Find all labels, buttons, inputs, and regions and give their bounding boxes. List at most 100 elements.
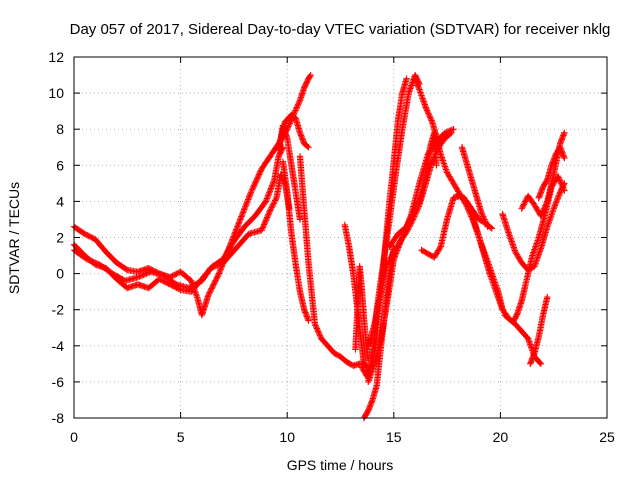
data-point bbox=[244, 196, 252, 203]
data-point bbox=[266, 188, 274, 195]
data-point bbox=[482, 219, 489, 226]
data-point bbox=[215, 261, 223, 268]
data-point bbox=[212, 262, 220, 269]
data-point bbox=[520, 201, 528, 208]
data-point bbox=[292, 105, 300, 113]
data-point bbox=[411, 206, 419, 214]
data-point bbox=[249, 186, 256, 193]
y-tick-labels: -8 -6 -4 -2 0 2 4 6 8 10 12 bbox=[48, 49, 64, 426]
data-point bbox=[251, 180, 258, 188]
data-point bbox=[479, 211, 486, 219]
data-point bbox=[360, 360, 368, 368]
data-point bbox=[268, 182, 276, 189]
data-point bbox=[265, 190, 272, 198]
data-point bbox=[553, 196, 561, 203]
data-point bbox=[261, 219, 268, 227]
data-point bbox=[262, 218, 269, 225]
data-point bbox=[385, 258, 393, 265]
data-point bbox=[551, 202, 559, 209]
data-point bbox=[241, 206, 248, 213]
data-point bbox=[389, 251, 396, 258]
data-point bbox=[307, 71, 314, 79]
data-point bbox=[243, 199, 251, 206]
data-point bbox=[557, 178, 564, 186]
data-point bbox=[239, 210, 246, 217]
data-point bbox=[518, 205, 525, 212]
data-point bbox=[89, 258, 96, 265]
data-point bbox=[479, 213, 487, 220]
data-point bbox=[271, 197, 279, 204]
data-point bbox=[425, 110, 432, 117]
data-point bbox=[94, 260, 102, 268]
data-point bbox=[92, 259, 99, 266]
data-point bbox=[267, 205, 275, 213]
data-point bbox=[83, 255, 90, 263]
data-point bbox=[255, 171, 263, 178]
data-point bbox=[264, 193, 271, 201]
data-point bbox=[384, 259, 392, 267]
data-point bbox=[212, 277, 219, 284]
y-tick-label: 6 bbox=[56, 157, 64, 173]
data-point bbox=[269, 203, 276, 210]
data-series bbox=[535, 144, 568, 201]
y-tick-label: -8 bbox=[52, 410, 65, 426]
data-point bbox=[293, 104, 300, 111]
data-point bbox=[233, 224, 241, 232]
data-point bbox=[259, 225, 266, 233]
data-point bbox=[255, 172, 262, 180]
data-point bbox=[250, 182, 258, 189]
data-point bbox=[254, 175, 261, 182]
data-point bbox=[248, 187, 255, 195]
data-series bbox=[296, 153, 372, 371]
data-point bbox=[270, 200, 277, 207]
data-point bbox=[426, 113, 433, 120]
data-point bbox=[246, 192, 254, 199]
data-point bbox=[263, 196, 270, 204]
data-point bbox=[292, 107, 299, 114]
data-point bbox=[555, 192, 563, 199]
data-point bbox=[552, 200, 559, 208]
data-point bbox=[240, 207, 247, 215]
data-point bbox=[478, 210, 486, 217]
data-point bbox=[235, 220, 242, 227]
data-point bbox=[554, 195, 561, 202]
data-point bbox=[139, 272, 146, 279]
data-point bbox=[405, 219, 412, 226]
data-point bbox=[262, 198, 270, 205]
data-point bbox=[247, 190, 254, 197]
data-point bbox=[217, 260, 224, 268]
data-point bbox=[403, 75, 410, 82]
data-point bbox=[134, 274, 142, 281]
data-point bbox=[540, 206, 547, 214]
data-point bbox=[425, 111, 433, 118]
data-point bbox=[216, 268, 223, 276]
y-tick-label: -2 bbox=[52, 302, 65, 318]
data-point bbox=[208, 285, 215, 292]
data-series bbox=[458, 144, 491, 230]
data-point bbox=[296, 98, 303, 105]
data-point bbox=[519, 202, 527, 210]
y-tick-label: 2 bbox=[56, 230, 64, 246]
data-point bbox=[556, 190, 563, 198]
data-point bbox=[316, 331, 323, 338]
data-point bbox=[260, 222, 267, 230]
data-point bbox=[214, 273, 221, 280]
data-point bbox=[205, 292, 212, 299]
data-point bbox=[448, 129, 455, 137]
data-point bbox=[250, 183, 257, 191]
data-point bbox=[211, 279, 218, 287]
data-series bbox=[527, 293, 551, 368]
y-axis-label: SDTVAR / TECUs bbox=[6, 182, 22, 294]
data-point bbox=[424, 108, 431, 116]
data-point bbox=[253, 176, 260, 184]
data-point bbox=[244, 197, 251, 205]
data-point bbox=[205, 290, 213, 298]
data-point bbox=[544, 293, 551, 301]
data-point bbox=[441, 129, 449, 137]
data-point bbox=[537, 212, 545, 220]
data-point bbox=[466, 204, 473, 211]
data-point bbox=[256, 169, 263, 177]
data-point bbox=[561, 154, 568, 162]
x-tick-label: 10 bbox=[279, 429, 295, 445]
data-point bbox=[312, 323, 320, 331]
